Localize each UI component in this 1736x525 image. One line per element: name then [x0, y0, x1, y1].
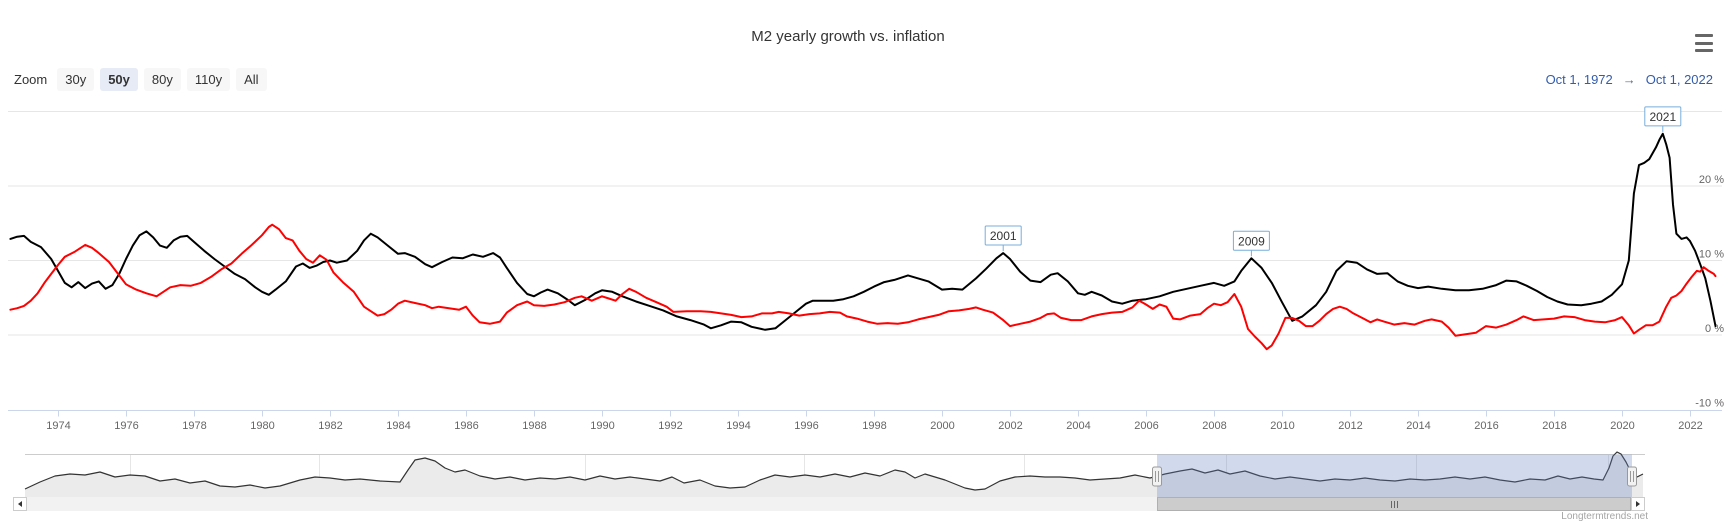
x-axis-label: 1986 — [454, 420, 478, 432]
context-menu-icon[interactable] — [1692, 34, 1716, 52]
scrollbar-thumb[interactable] — [1157, 497, 1631, 511]
x-axis-label: 2008 — [1202, 420, 1226, 432]
annotation-label: 2001 — [990, 229, 1017, 243]
annotation-flag-2021[interactable]: 2021 — [1644, 106, 1682, 127]
x-axis-label: 1996 — [794, 420, 818, 432]
y-axis-label: 20 % — [1699, 174, 1724, 186]
x-axis-label: 1978 — [182, 420, 206, 432]
inflation-series-line — [9, 223, 1717, 351]
right-arrow-icon — [1636, 501, 1640, 507]
y-axis-label: -10 % — [1695, 398, 1724, 410]
left-arrow-icon — [18, 501, 22, 507]
annotation-flag-2009[interactable]: 2009 — [1232, 230, 1270, 251]
x-axis-label: 1984 — [386, 420, 410, 432]
scrollbar-track[interactable] — [27, 497, 1631, 511]
thumb-grip-icon — [1396, 500, 1398, 508]
range-from-input[interactable]: Oct 1, 1972 — [1545, 72, 1613, 87]
x-axis-label: 1992 — [658, 420, 682, 432]
x-axis-label: 2022 — [1678, 420, 1702, 432]
scrollbar-left-button[interactable] — [13, 497, 27, 511]
scrollbar-right-button[interactable] — [1631, 497, 1645, 511]
hamburger-bar — [1695, 41, 1713, 45]
x-axis-label: 2004 — [1066, 420, 1090, 432]
x-axis-label: 1988 — [522, 420, 546, 432]
x-axis-label: 1974 — [46, 420, 70, 432]
zoom-button-110y[interactable]: 110y — [186, 68, 231, 91]
y-axis-label: 10 % — [1699, 249, 1724, 261]
range-arrow-icon: → — [1622, 72, 1636, 87]
y-axis-label: 0 % — [1705, 323, 1724, 335]
zoom-label: Zoom — [14, 72, 48, 87]
annotation-label: 2021 — [1649, 110, 1676, 124]
zoom-button-group: 30y 50y 80y 110y All — [57, 68, 267, 91]
x-axis-label: 2000 — [930, 420, 954, 432]
range-to-input[interactable]: Oct 1, 2022 — [1645, 72, 1713, 87]
navigator-series-line — [24, 451, 1644, 491]
zoom-button-50y[interactable]: 50y — [100, 68, 138, 91]
hamburger-bar — [1695, 34, 1713, 37]
annotation-label: 2009 — [1238, 234, 1265, 248]
page-title: M2 yearly growth vs. inflation — [751, 28, 945, 45]
x-axis-label: 1994 — [726, 420, 750, 432]
thumb-grip-icon — [1393, 500, 1395, 508]
range-selector: Zoom 30y 50y 80y 110y All — [14, 68, 267, 91]
handle-body — [1152, 466, 1162, 487]
navigator-selection[interactable] — [1157, 454, 1632, 498]
zoom-button-all[interactable]: All — [236, 68, 267, 91]
annotation-flag-2001[interactable]: 2001 — [984, 225, 1022, 246]
thumb-grip-icon — [1390, 500, 1392, 508]
date-range-display: Oct 1, 1972 → Oct 1, 2022 — [1546, 72, 1713, 87]
x-axis-label: 2010 — [1270, 420, 1294, 432]
x-axis-label: 2020 — [1610, 420, 1634, 432]
x-axis-label: 2012 — [1338, 420, 1362, 432]
x-axis-label: 1980 — [250, 420, 274, 432]
watermark: Longtermtrends.net — [1561, 511, 1648, 522]
x-axis-label: 2016 — [1474, 420, 1498, 432]
hamburger-bar — [1695, 49, 1713, 52]
handle-body — [1627, 466, 1637, 487]
x-axis-label: 1990 — [590, 420, 614, 432]
x-axis-label: 1976 — [114, 420, 138, 432]
x-axis-label: 2018 — [1542, 420, 1566, 432]
zoom-button-80y[interactable]: 80y — [143, 68, 181, 91]
annotation-box — [984, 225, 1022, 246]
x-axis-label: 1982 — [318, 420, 342, 432]
x-axis-label: 1998 — [862, 420, 886, 432]
x-axis-label: 2014 — [1406, 420, 1430, 432]
annotation-box — [1644, 106, 1682, 127]
x-axis-label: 2002 — [998, 420, 1022, 432]
m2-growth-series-line — [9, 132, 1717, 331]
annotation-box — [1232, 230, 1270, 251]
navigator-handle-left[interactable] — [1152, 466, 1162, 487]
zoom-button-30y[interactable]: 30y — [57, 68, 95, 91]
navigator-handle-right[interactable] — [1627, 466, 1637, 487]
x-axis-label: 2006 — [1134, 420, 1158, 432]
